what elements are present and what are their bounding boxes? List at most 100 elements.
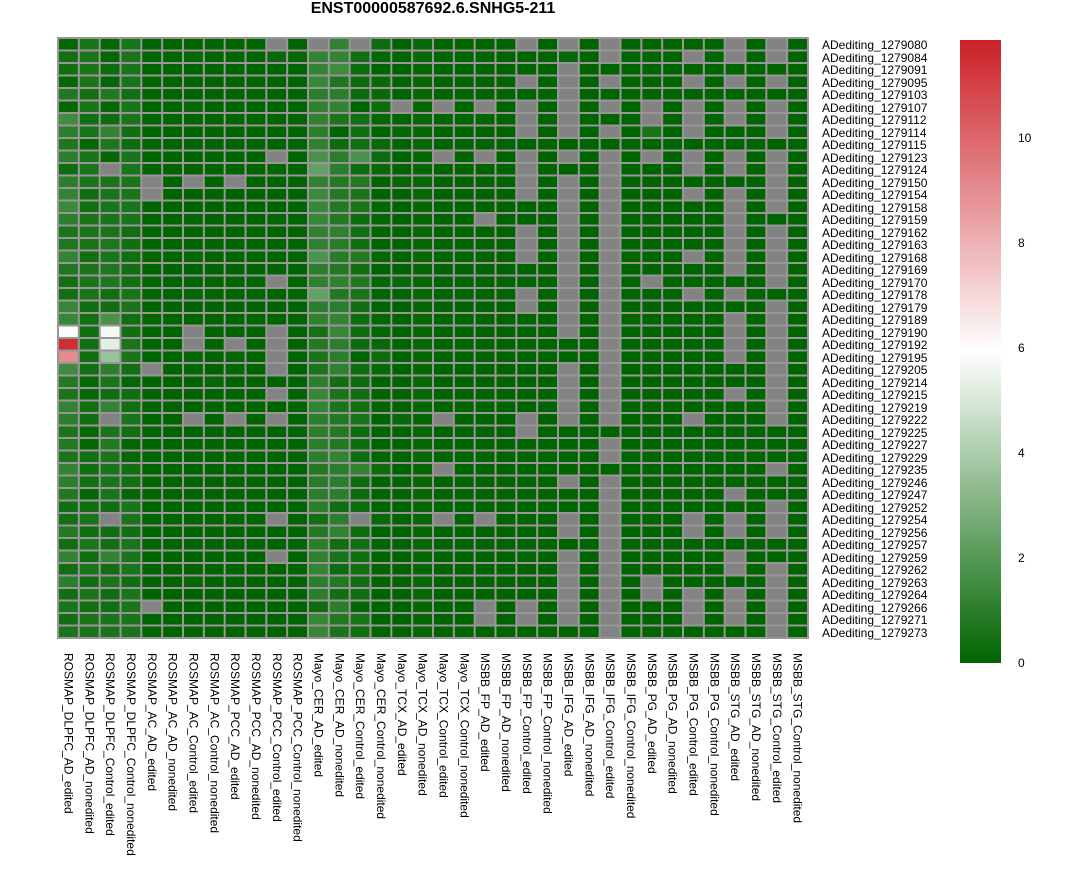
heatmap-cell [517, 576, 537, 587]
heatmap-cell [725, 351, 745, 362]
heatmap-cell [475, 351, 495, 362]
heatmap-cell [225, 614, 245, 625]
heatmap-cell [121, 239, 141, 250]
heatmap-cell [79, 389, 99, 400]
heatmap-cell [579, 426, 599, 437]
heatmap-cell [475, 164, 495, 175]
heatmap-cell [621, 264, 641, 275]
heatmap-cell [225, 376, 245, 387]
heatmap-cell [538, 501, 557, 512]
heatmap-cell [267, 476, 287, 487]
heatmap-cell [788, 39, 807, 50]
heatmap-cell [100, 464, 120, 475]
heatmap-cell [350, 601, 370, 612]
heatmap-cell [538, 39, 557, 50]
heatmap-cell [121, 301, 141, 312]
heatmap-cell [142, 576, 162, 587]
heatmap-cell [788, 251, 807, 262]
heatmap-cell [392, 489, 412, 500]
heatmap-cell [434, 251, 453, 262]
heatmap-cell [204, 64, 224, 75]
heatmap-cell [121, 464, 141, 475]
heatmap-cell [329, 351, 349, 362]
heatmap-cell [413, 89, 432, 100]
heatmap-cell [704, 39, 724, 50]
heatmap-cell [163, 464, 182, 475]
heatmap-cell [746, 601, 766, 612]
heatmap-cell [642, 601, 662, 612]
row-label: ADediting_1279159 [822, 213, 928, 228]
heatmap-cell [392, 64, 412, 75]
heatmap-cell [454, 226, 474, 237]
heatmap-cell [413, 489, 432, 500]
heatmap-cell [559, 151, 578, 162]
heatmap-cell [621, 526, 641, 537]
heatmap-cell [788, 264, 807, 275]
heatmap-cell [746, 351, 766, 362]
heatmap-cell [788, 101, 807, 112]
heatmap-cell [684, 76, 703, 87]
heatmap-cell [79, 414, 99, 425]
heatmap-cell [163, 64, 182, 75]
heatmap-cell [767, 276, 787, 287]
heatmap-cell [392, 626, 412, 637]
heatmap-cell [538, 76, 557, 87]
heatmap-cell [79, 89, 99, 100]
heatmap-cell [413, 239, 432, 250]
heatmap-cell [100, 426, 120, 437]
heatmap-cell [767, 601, 787, 612]
heatmap-cell [559, 351, 578, 362]
heatmap-cell [225, 239, 245, 250]
heatmap-cell [184, 314, 203, 325]
heatmap-cell [79, 201, 99, 212]
heatmap-cell [475, 139, 495, 150]
heatmap-cell [79, 151, 99, 162]
heatmap-cell [517, 564, 537, 575]
heatmap-cell [184, 351, 203, 362]
heatmap-cell [350, 39, 370, 50]
heatmap-cell [788, 601, 807, 612]
heatmap-cell [704, 464, 724, 475]
heatmap-cell [454, 514, 474, 525]
heatmap-cell [663, 564, 682, 575]
heatmap-cell [121, 264, 141, 275]
heatmap-cell [746, 251, 766, 262]
heatmap-cell [496, 376, 516, 387]
heatmap-cell [142, 526, 162, 537]
heatmap-cell [79, 51, 99, 62]
row-label: ADediting_1279170 [822, 275, 928, 290]
heatmap-cell [329, 514, 349, 525]
heatmap-cell [454, 64, 474, 75]
heatmap-cell [392, 614, 412, 625]
heatmap-cell [434, 264, 453, 275]
heatmap-cell [684, 64, 703, 75]
heatmap-cell [350, 476, 370, 487]
heatmap-cell [517, 89, 537, 100]
heatmap-cell [204, 614, 224, 625]
heatmap-cell [350, 176, 370, 187]
heatmap-cell [559, 626, 578, 637]
heatmap-cell [184, 114, 203, 125]
heatmap-cell [225, 39, 245, 50]
heatmap-cell [788, 376, 807, 387]
heatmap-cell [329, 551, 349, 562]
heatmap-cell [725, 289, 745, 300]
heatmap-cell [371, 376, 391, 387]
heatmap-cell [204, 414, 224, 425]
heatmap-cell [392, 326, 412, 337]
heatmap-cell [329, 414, 349, 425]
heatmap-cell [121, 126, 141, 137]
heatmap-cell [309, 514, 328, 525]
heatmap-cell [413, 501, 432, 512]
heatmap-cell [121, 339, 141, 350]
heatmap-cell [59, 76, 78, 87]
heatmap-cell [454, 189, 474, 200]
heatmap-cell [413, 301, 432, 312]
heatmap-cell [725, 101, 745, 112]
heatmap-cell [163, 551, 182, 562]
heatmap-cell [121, 364, 141, 375]
heatmap-cell [454, 401, 474, 412]
heatmap-cell [350, 526, 370, 537]
heatmap-cell [371, 601, 391, 612]
heatmap-cell [392, 314, 412, 325]
